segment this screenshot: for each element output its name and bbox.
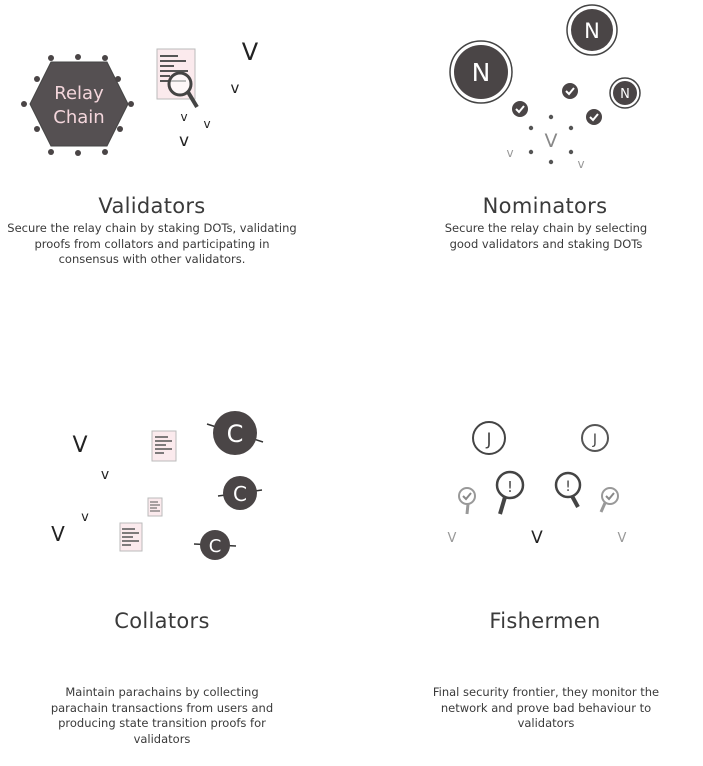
validator-v-large: V [242,38,259,66]
collator-nodes: C C C [193,411,264,560]
nominators-title: Nominators [482,194,608,218]
relay-chain-dots [21,54,134,156]
validator-v-small: v [231,79,240,97]
nominator-node-small: N [609,77,641,109]
validator-v-grey: V [618,531,627,546]
relay-chain-label-line1: Relay [54,83,104,104]
collators-description: Maintain parachains by collecting parach… [50,685,274,746]
check-badge-icon [586,109,602,125]
document-magnifier-icon [156,48,199,109]
validator-v-dark: V [531,528,543,548]
collator-node-large: C [206,411,264,455]
validator-v-large: V [72,433,87,458]
validator-v-tiny: v [180,110,187,124]
collator-letter: C [233,482,247,506]
nominator-letter: N [584,19,600,43]
fishing-hook-icon: J [581,424,609,452]
fishermen-validator-letters: V V V [448,528,627,548]
check-magnifier-icon [599,487,619,513]
alert-mark: ! [507,478,513,496]
relay-chain-label-line2: Chain [53,107,104,128]
fishermen-title: Fishermen [489,609,601,633]
collator-validator-letters: V v v V [51,433,109,546]
alert-magnifier-icon: ! [554,471,582,508]
validator-v-grey: V [448,531,457,546]
check-magnifier-icon [458,487,476,515]
fishing-hook-icon: J [472,421,506,455]
collator-node-medium: C [217,476,263,510]
nominator-node-large: N [449,40,513,104]
alert-magnifier-icon: ! [495,470,525,515]
hook-letter: J [485,430,491,450]
fishermen-alert-magnifiers: ! ! [495,470,582,515]
collator-letter: C [209,536,222,557]
nominator-letter: N [472,58,491,87]
relay-chain-hexagon: Relay Chain [21,54,134,156]
validator-v-small: v [81,510,89,525]
validator-letters-top-left: V v v v v [179,38,259,151]
nominator-validator-ring: V v v [506,114,585,171]
check-badge-icon [562,83,578,99]
validator-v-tiny: v [203,117,210,131]
document-icon [147,497,163,517]
validator-v-large: V [51,522,65,546]
nominator-check-icons [512,83,602,125]
validator-v-center: V [545,130,558,152]
alert-mark: ! [565,479,571,495]
collators-title: Collators [114,609,210,633]
collator-documents [119,430,177,552]
nominator-node-medium: N [566,4,618,56]
validator-v-grey: v [577,157,584,171]
check-badge-icon [512,101,528,117]
validators-description: Secure the relay chain by staking DOTs, … [7,221,297,266]
validator-v-grey: v [506,146,513,160]
fishermen-hook-icons: J J [472,421,609,455]
validator-v-small: v [179,131,189,151]
hook-letter: J [592,432,597,448]
validators-title: Validators [98,194,206,218]
fishermen-description: Final security frontier, they monitor th… [432,685,660,730]
fishermen-check-magnifiers [458,487,619,515]
validator-v-small: v [101,467,109,483]
collator-letter: C [227,420,244,448]
nominator-letter: N [620,87,630,102]
collator-node-small: C [193,530,237,560]
document-icon [119,522,143,552]
document-icon [151,430,177,462]
nominators-description: Secure the relay chain by selecting good… [444,221,648,251]
